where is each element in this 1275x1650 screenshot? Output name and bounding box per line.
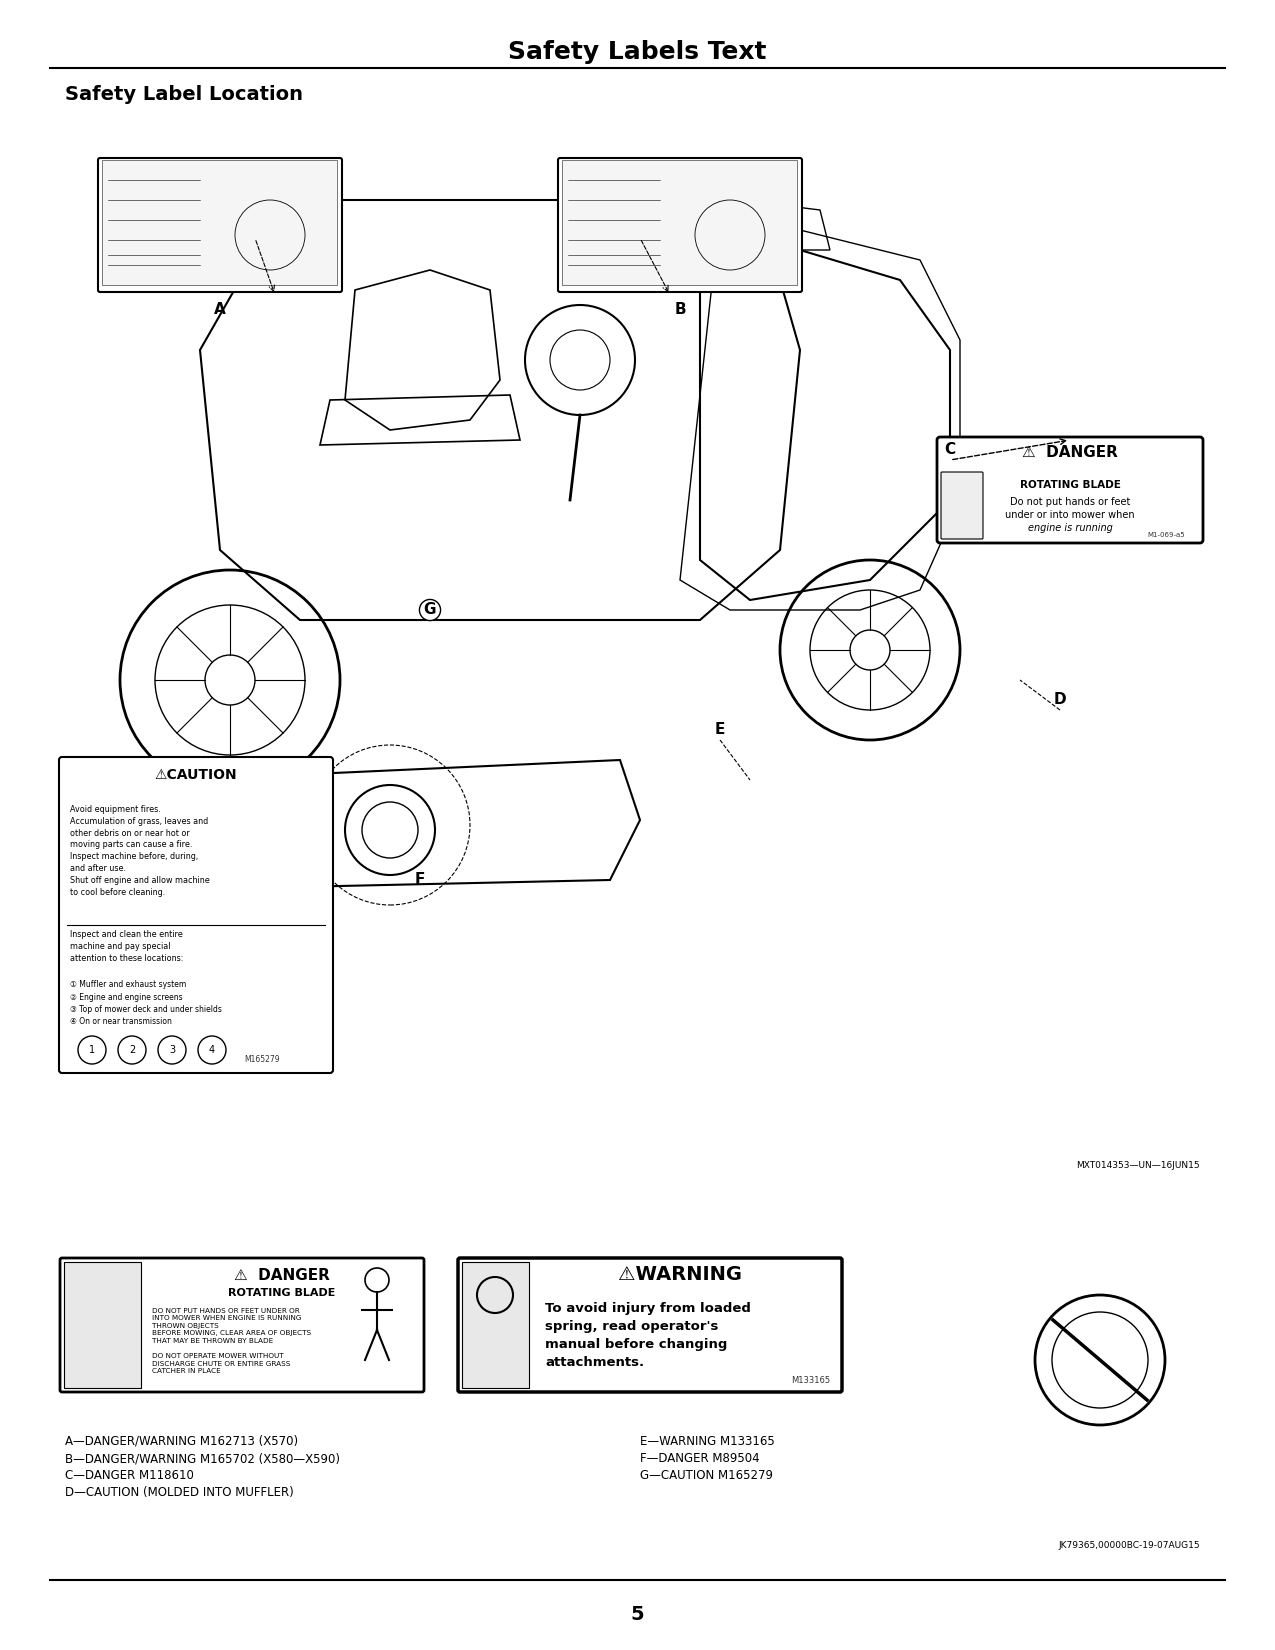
FancyBboxPatch shape: [462, 1262, 529, 1388]
Text: JK79365,00000BC-19-07AUG15: JK79365,00000BC-19-07AUG15: [1058, 1541, 1200, 1549]
Text: ⚠WARNING: ⚠WARNING: [618, 1266, 742, 1284]
Text: C: C: [945, 442, 955, 457]
Text: ⚠  DANGER: ⚠ DANGER: [235, 1267, 330, 1282]
Text: M1-069-a5: M1-069-a5: [1148, 531, 1184, 538]
Text: F: F: [414, 873, 425, 888]
FancyBboxPatch shape: [937, 437, 1204, 543]
Text: A: A: [214, 302, 226, 317]
Text: Safety Labels Text: Safety Labels Text: [507, 40, 766, 64]
Text: ROTATING BLADE: ROTATING BLADE: [1020, 480, 1121, 490]
Text: G—CAUTION M165279: G—CAUTION M165279: [640, 1468, 773, 1482]
Text: Inspect and clean the entire
machine and pay special
attention to these location: Inspect and clean the entire machine and…: [70, 931, 184, 962]
FancyBboxPatch shape: [941, 472, 983, 540]
Bar: [102, 160, 337, 285]
Text: D: D: [1053, 693, 1066, 708]
Text: Avoid equipment fires.
Accumulation of grass, leaves and
other debris on or near: Avoid equipment fires. Accumulation of g…: [70, 805, 210, 896]
Text: F—DANGER M89504: F—DANGER M89504: [640, 1452, 760, 1465]
Text: M165279: M165279: [245, 1056, 279, 1064]
FancyBboxPatch shape: [558, 158, 802, 292]
Text: under or into mower when: under or into mower when: [1005, 510, 1135, 520]
Text: M133165: M133165: [790, 1376, 830, 1384]
Text: 3: 3: [168, 1044, 175, 1054]
Text: E—WARNING M133165: E—WARNING M133165: [640, 1436, 775, 1449]
Text: G: G: [423, 602, 436, 617]
Text: Do not put hands or feet: Do not put hands or feet: [1010, 497, 1130, 507]
Text: MXT014353—UN—16JUN15: MXT014353—UN—16JUN15: [1076, 1160, 1200, 1170]
Text: Safety Label Location: Safety Label Location: [65, 86, 303, 104]
Text: To avoid injury from loaded
spring, read operator's
manual before changing
attac: To avoid injury from loaded spring, read…: [544, 1302, 751, 1370]
Text: 2: 2: [129, 1044, 135, 1054]
Text: DO NOT PUT HANDS OR FEET UNDER OR
INTO MOWER WHEN ENGINE IS RUNNING
THROWN OBJEC: DO NOT PUT HANDS OR FEET UNDER OR INTO M…: [152, 1308, 311, 1374]
Text: 1: 1: [89, 1044, 96, 1054]
Text: 4: 4: [209, 1044, 215, 1054]
Text: B: B: [674, 302, 686, 317]
Bar: [562, 160, 797, 285]
FancyBboxPatch shape: [98, 158, 342, 292]
Text: engine is running: engine is running: [1028, 523, 1112, 533]
Text: E: E: [715, 723, 725, 738]
Text: ROTATING BLADE: ROTATING BLADE: [228, 1289, 335, 1299]
Text: ⚠CAUTION: ⚠CAUTION: [154, 767, 237, 782]
Text: A—DANGER/WARNING M162713 (X570): A—DANGER/WARNING M162713 (X570): [65, 1436, 298, 1449]
Text: ① Muffler and exhaust system
② Engine and engine screens
③ Top of mower deck and: ① Muffler and exhaust system ② Engine an…: [70, 980, 222, 1026]
FancyBboxPatch shape: [64, 1262, 142, 1388]
FancyBboxPatch shape: [458, 1257, 842, 1393]
Text: D—CAUTION (MOLDED INTO MUFFLER): D—CAUTION (MOLDED INTO MUFFLER): [65, 1487, 293, 1498]
FancyBboxPatch shape: [60, 1257, 425, 1393]
Text: 5: 5: [630, 1605, 644, 1625]
Text: C—DANGER M118610: C—DANGER M118610: [65, 1468, 194, 1482]
Text: ⚠  DANGER: ⚠ DANGER: [1023, 444, 1118, 459]
Text: B—DANGER/WARNING M165702 (X580—X590): B—DANGER/WARNING M165702 (X580—X590): [65, 1452, 340, 1465]
FancyBboxPatch shape: [59, 757, 333, 1072]
